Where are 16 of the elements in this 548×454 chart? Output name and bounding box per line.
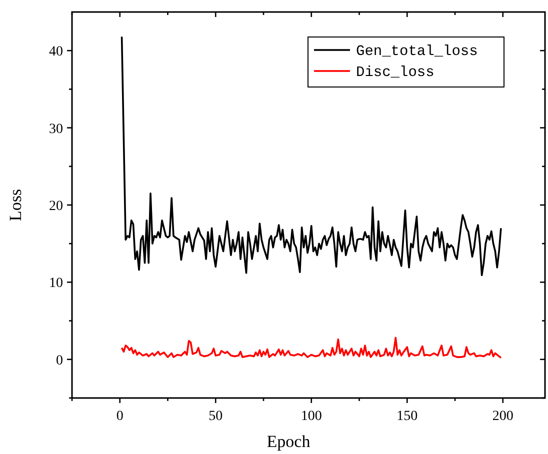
y-tick-label: 40 — [49, 44, 63, 60]
x-tick-label: 200 — [492, 409, 514, 424]
x-tick-label: 0 — [116, 409, 124, 424]
x-tick-label: 50 — [208, 409, 223, 424]
legend-label: Gen_total_loss — [356, 44, 478, 60]
legend-label: Disc_loss — [356, 65, 434, 81]
x-tick-label: 150 — [396, 409, 418, 424]
x-axis-title: Epoch — [266, 432, 311, 451]
y-tick-label: 30 — [49, 122, 63, 137]
y-tick-label: 20 — [49, 199, 63, 214]
y-tick-label: 0 — [56, 353, 63, 368]
y-axis-title: Loss — [6, 188, 25, 222]
line-series — [120, 36, 502, 276]
x-tick-label: 100 — [300, 409, 322, 424]
line-series — [120, 336, 502, 359]
y-tick-label: 10 — [49, 276, 63, 292]
